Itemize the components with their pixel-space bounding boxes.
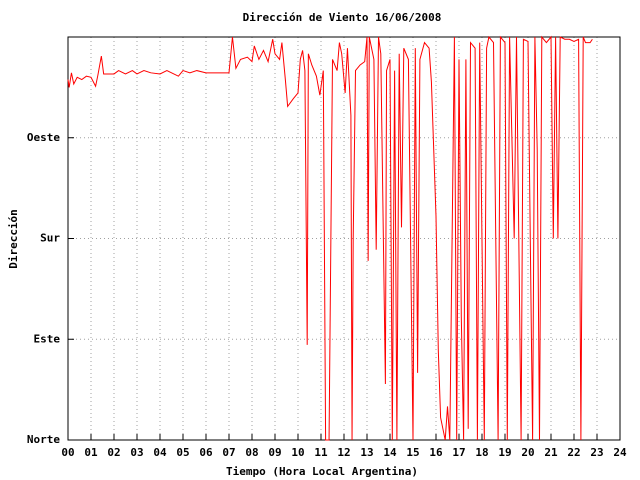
x-tick-label: 17 [452, 446, 465, 459]
x-tick-label: 20 [521, 446, 534, 459]
x-tick-label: 16 [429, 446, 443, 459]
x-tick-label: 23 [590, 446, 603, 459]
chart-title: Dirección de Viento 16/06/2008 [243, 11, 442, 24]
x-tick-label: 03 [130, 446, 143, 459]
x-tick-label: 12 [337, 446, 350, 459]
x-tick-label: 14 [383, 446, 397, 459]
x-tick-label: 19 [498, 446, 511, 459]
plot-border [67, 36, 621, 441]
y-tick-label: Este [34, 332, 61, 345]
x-tick-label: 11 [314, 446, 328, 459]
x-tick-label: 05 [176, 446, 189, 459]
x-tick-label: 07 [222, 446, 235, 459]
x-tick-label: 18 [475, 446, 488, 459]
x-tick-label: 08 [245, 446, 258, 459]
x-tick-label: 13 [360, 446, 373, 459]
x-tick-label: 06 [199, 446, 213, 459]
x-tick-label: 24 [613, 446, 627, 459]
x-tick-label: 15 [406, 446, 419, 459]
y-tick-label: Norte [27, 433, 60, 446]
x-axis-label: Tiempo (Hora Local Argentina) [226, 465, 418, 478]
y-tick-label: Sur [40, 232, 60, 245]
x-tick-label: 10 [291, 446, 304, 459]
x-tick-label: 02 [107, 446, 120, 459]
x-tick-label: 04 [153, 446, 167, 459]
x-tick-label: 09 [268, 446, 281, 459]
x-tick-label: 01 [84, 446, 98, 459]
y-tick-label: Oeste [27, 131, 60, 144]
x-tick-label: 00 [61, 446, 74, 459]
y-axis-label: Dirección [7, 209, 20, 269]
data-line [67, 35, 593, 441]
x-tick-label: 21 [544, 446, 558, 459]
x-tick-label: 22 [567, 446, 580, 459]
